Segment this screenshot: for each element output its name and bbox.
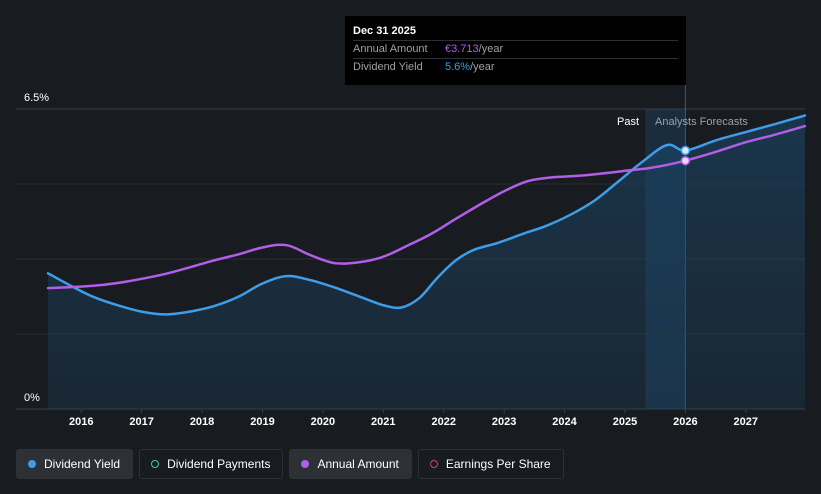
x-tick-label: 2027 <box>734 416 758 428</box>
legend: Dividend Yield Dividend Payments Annual … <box>16 449 564 479</box>
filled-dot-icon <box>28 460 36 468</box>
annual-amount-line <box>46 124 807 290</box>
legend-label: Annual Amount <box>317 457 399 471</box>
tooltip-label: Dividend Yield <box>353 61 423 73</box>
x-tick-label: 2016 <box>69 416 93 428</box>
tooltip-unit: /year <box>470 61 495 73</box>
x-tick-label: 2024 <box>552 416 577 428</box>
y-axis-label-top: 6.5% <box>24 92 49 104</box>
tooltip-unit: /year <box>478 43 504 55</box>
filled-dot-icon <box>301 460 310 468</box>
x-tick-label: 2021 <box>371 416 395 428</box>
x-tick-label: 2026 <box>673 416 697 428</box>
tooltip: Dec 31 2025 Annual Amount €3.713 /year D… <box>345 16 686 85</box>
past-label: Past <box>617 116 639 128</box>
tooltip-label: Annual Amount <box>353 43 428 55</box>
dividend-yield-line <box>46 114 807 316</box>
legend-dividend-payments[interactable]: Dividend Payments <box>139 449 284 479</box>
hollow-dot-icon <box>429 460 438 468</box>
tooltip-row-annual-amount: Annual Amount €3.713 /year <box>353 40 678 58</box>
annual-amount-marker <box>680 155 691 166</box>
x-tick-label: 2018 <box>190 416 214 428</box>
y-axis-label-bottom: 0% <box>24 392 40 404</box>
tooltip-row-dividend-yield: Dividend Yield 5.6% /year <box>353 58 678 76</box>
x-tick-label: 2022 <box>431 416 455 428</box>
hollow-dot-icon <box>151 460 160 468</box>
x-tick-label: 2025 <box>613 416 637 428</box>
dividend-yield-marker <box>680 145 691 156</box>
x-tick-label: 2020 <box>311 416 335 428</box>
legend-label: Earnings Per Share <box>445 457 551 471</box>
tooltip-value: 5.6% <box>445 61 471 73</box>
x-tick-label: 2019 <box>250 416 274 428</box>
x-tick-label: 2017 <box>129 416 153 428</box>
legend-label: Dividend Payments <box>167 457 271 471</box>
x-tick-label: 2023 <box>492 416 516 428</box>
tooltip-date: Dec 31 2025 <box>353 25 416 37</box>
legend-annual-amount[interactable]: Annual Amount <box>289 449 412 479</box>
legend-label: Dividend Yield <box>44 457 121 471</box>
tooltip-value: €3.713 <box>445 43 479 55</box>
dividend-yield-area <box>48 115 805 409</box>
legend-earnings-per-share[interactable]: Earnings Per Share <box>417 449 564 479</box>
forecast-label: Analysts Forecasts <box>655 116 748 128</box>
legend-dividend-yield[interactable]: Dividend Yield <box>16 449 134 479</box>
